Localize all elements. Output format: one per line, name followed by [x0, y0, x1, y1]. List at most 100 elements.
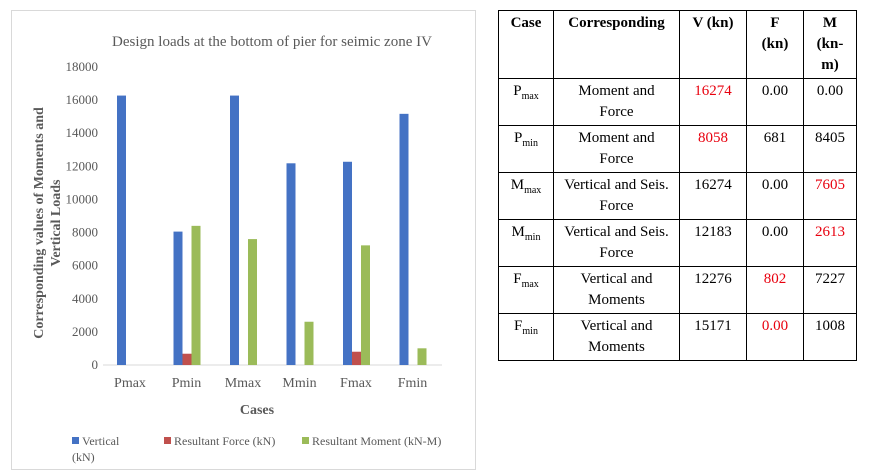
bar-resultant-fmax [361, 245, 370, 365]
header-f: F (kn) [746, 10, 804, 79]
y-tick-label: 8000 [72, 225, 98, 240]
y-tick-label: 16000 [66, 92, 99, 107]
legend-label-resultant-force: Resultant Force (kN) [174, 434, 276, 448]
cell-f: 802 [746, 266, 804, 314]
cell-m: 2613 [803, 219, 857, 267]
case-sub: min [524, 232, 541, 243]
table-row: Mmax Vertical and Seis. Force 16274 0.00 7605 [498, 172, 857, 220]
case-base: F [513, 271, 522, 287]
corresponding-line2: Force [599, 104, 634, 120]
cell-case: Mmin [498, 219, 554, 267]
x-tick-label: Pmax [114, 376, 146, 391]
cell-corresponding: Moment and Force [553, 78, 680, 126]
cell-v: 12183 [679, 219, 747, 267]
cell-m: 7227 [803, 266, 857, 314]
case-base: P [514, 130, 523, 146]
header-m-line2: (kn- [816, 36, 844, 52]
corresponding-line2: Force [599, 245, 634, 261]
bar-resultant-fmin [417, 348, 427, 365]
legend-item-vertical: Vertical (kN) [72, 433, 119, 465]
bar-chart: Design loads at the bottom of pier for s… [32, 34, 442, 418]
cell-corresponding: Vertical and Moments [553, 266, 680, 314]
y-tick-label: 2000 [72, 324, 98, 339]
corresponding-line2: Force [599, 198, 634, 214]
table-row: Pmax Moment and Force 16274 0.00 0.00 [498, 78, 857, 126]
cell-case: Fmax [498, 266, 554, 314]
bar-resultant-mmax [248, 239, 257, 365]
case-sub: max [521, 91, 539, 102]
legend-label-vertical-line2: (kN) [72, 450, 95, 464]
cell-corresponding: Vertical and Moments [553, 313, 680, 361]
header-m-line1: M [822, 15, 838, 31]
y-axis-label-line1: Corresponding values of Moments and [32, 107, 47, 339]
cell-case: Mmax [498, 172, 554, 220]
y-tick-label: 18000 [66, 59, 99, 74]
cell-case: Fmin [498, 313, 554, 361]
legend-swatch-resultant-moment [302, 437, 309, 444]
cell-m: 7605 [803, 172, 857, 220]
cell-m: 8405 [803, 125, 857, 173]
corresponding-line1: Vertical and Seis. [564, 177, 669, 193]
cell-f: 0.00 [746, 78, 804, 126]
bar-resultant-pmin [191, 225, 201, 365]
bar-resultant-fmax [352, 351, 361, 365]
y-tick-label: 0 [92, 357, 99, 372]
legend-label-resultant-moment: Resultant Moment (kN-M) [312, 434, 442, 448]
header-case: Case [498, 10, 554, 79]
cell-f: 0.00 [746, 313, 804, 361]
legend-item-resultant-moment: Resultant Moment (kN-M) [302, 433, 441, 449]
y-tick-label: 6000 [72, 258, 98, 273]
legend-label-vertical-line1: Vertical [82, 434, 120, 448]
case-sub: min [522, 138, 538, 149]
y-axis-label-line2: Vertical Loads [49, 179, 64, 267]
chart-panel: Design loads at the bottom of pier for s… [11, 10, 476, 470]
case-base: P [513, 83, 522, 99]
corresponding-line2: Moments [588, 339, 645, 355]
header-f-line1: F [770, 15, 780, 31]
x-tick-label: Mmin [282, 376, 316, 391]
x-tick-label: Fmin [398, 376, 428, 391]
cell-case: Pmin [498, 125, 554, 173]
table-row: Pmin Moment and Force 8058 681 8405 [498, 125, 857, 173]
header-corresponding: Corresponding [553, 10, 680, 79]
x-tick-label: Mmax [225, 376, 262, 391]
case-sub: max [524, 185, 542, 196]
cell-f: 0.00 [746, 219, 804, 267]
y-tick-label: 10000 [66, 191, 99, 206]
cell-v: 12276 [679, 266, 747, 314]
cell-v: 15171 [679, 313, 747, 361]
table-header-row: Case Corresponding V (kn) F (kn) M (kn-m) [498, 10, 857, 79]
case-base: M [510, 177, 525, 193]
legend-swatch-vertical [72, 437, 79, 444]
y-tick-label: 12000 [66, 158, 99, 173]
legend-item-resultant-force: Resultant Force (kN) [164, 433, 275, 449]
x-tick-label: Pmin [172, 376, 202, 391]
corresponding-line2: Force [599, 151, 634, 167]
bar-vertical-fmax [343, 161, 352, 365]
y-tick-label: 14000 [66, 125, 99, 140]
chart-title: Design loads at the bottom of pier for s… [112, 34, 432, 50]
x-tick-label: Fmax [340, 376, 372, 391]
cell-corresponding: Vertical and Seis. Force [553, 219, 680, 267]
cell-v: 16274 [679, 172, 747, 220]
table-body: Pmax Moment and Force 16274 0.00 0.00 Pmin Mome… [498, 78, 857, 361]
corresponding-line1: Vertical and [580, 318, 653, 334]
corresponding-line2: Moments [588, 292, 645, 308]
cell-m: 0.00 [803, 78, 857, 126]
bar-vertical-fmin [399, 113, 409, 365]
table-row: Fmax Vertical and Moments 12276 802 7227 [498, 266, 857, 314]
bar-resultant-pmin [182, 353, 192, 365]
chart-legend: Vertical (kN) Resultant Force (kN) Resul… [72, 433, 472, 473]
cell-f: 681 [746, 125, 804, 173]
bar-resultant-mmin [304, 321, 314, 365]
bar-vertical-pmin [173, 231, 183, 365]
cell-v: 16274 [679, 78, 747, 126]
cell-corresponding: Moment and Force [553, 125, 680, 173]
header-f-line2: (kn) [761, 36, 789, 52]
corresponding-line1: Moment and [578, 130, 655, 146]
case-sub: max [521, 279, 539, 290]
table-row: Fmin Vertical and Moments 15171 0.00 1008 [498, 313, 857, 361]
bar-vertical-mmin [286, 163, 296, 365]
bar-vertical-mmax [230, 95, 239, 365]
cell-f: 0.00 [746, 172, 804, 220]
